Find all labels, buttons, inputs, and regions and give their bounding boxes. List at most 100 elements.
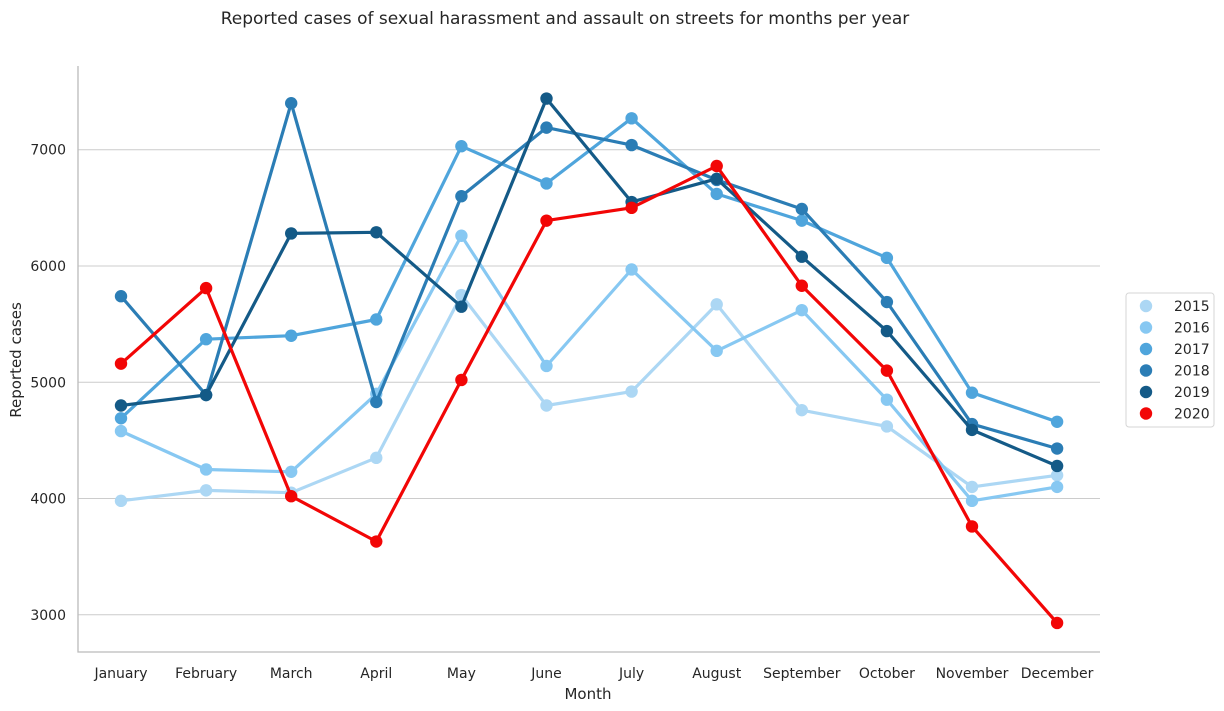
series-line bbox=[119, 96, 1059, 468]
series-group bbox=[114, 92, 1064, 630]
data-point bbox=[540, 214, 553, 227]
axis-spines bbox=[77, 66, 1100, 653]
legend-entry: 2015 bbox=[1174, 299, 1210, 315]
data-point bbox=[285, 465, 298, 478]
y-tick-label: 6000 bbox=[30, 259, 66, 275]
data-point bbox=[1050, 616, 1064, 630]
data-point bbox=[880, 324, 894, 338]
series-2020 bbox=[114, 159, 1064, 630]
data-point bbox=[285, 97, 298, 110]
data-point bbox=[370, 226, 383, 239]
series-line bbox=[119, 101, 1059, 451]
series-2015 bbox=[114, 288, 1064, 508]
data-point bbox=[795, 250, 808, 263]
legend-entry: 2018 bbox=[1174, 364, 1210, 380]
data-point bbox=[540, 359, 553, 373]
data-point bbox=[965, 480, 979, 494]
data-point bbox=[965, 386, 979, 399]
data-point bbox=[625, 263, 638, 276]
data-point bbox=[880, 364, 894, 377]
data-point bbox=[795, 279, 808, 292]
data-point bbox=[370, 535, 383, 548]
legend-entry: 2020 bbox=[1174, 407, 1210, 423]
x-tick-label: October bbox=[859, 666, 915, 682]
y-tick-label: 5000 bbox=[30, 375, 66, 391]
series-line bbox=[119, 234, 1059, 503]
data-point bbox=[1050, 442, 1064, 455]
data-point bbox=[540, 92, 553, 105]
x-tick-label: December bbox=[1021, 666, 1094, 682]
x-tick-label: May bbox=[447, 666, 476, 682]
legend-marker bbox=[1139, 299, 1153, 313]
x-tick-label: September bbox=[763, 666, 841, 682]
data-point bbox=[114, 412, 128, 425]
data-point bbox=[710, 344, 723, 358]
data-point bbox=[795, 303, 808, 317]
data-point bbox=[114, 424, 128, 438]
x-tick-label: January bbox=[93, 666, 147, 682]
legend: 2015 2016 2017 2018 2019 2020 bbox=[1125, 292, 1215, 428]
series-line bbox=[119, 293, 1059, 503]
data-point bbox=[285, 489, 298, 503]
chart-title: Reported cases of sexual harassment and … bbox=[221, 9, 910, 29]
legend-entry: 2017 bbox=[1174, 342, 1210, 358]
data-point bbox=[199, 388, 213, 402]
y-tick-label: 4000 bbox=[30, 492, 66, 508]
data-point bbox=[114, 290, 128, 303]
x-tick-label: June bbox=[530, 666, 562, 682]
legend-entry: 2016 bbox=[1174, 321, 1210, 337]
data-point bbox=[880, 420, 894, 433]
legend-marker bbox=[1139, 385, 1153, 399]
data-point bbox=[455, 190, 468, 203]
data-point bbox=[114, 494, 128, 508]
data-point bbox=[199, 333, 213, 346]
data-point bbox=[114, 357, 128, 370]
data-point bbox=[625, 201, 638, 215]
legend-entry: 2019 bbox=[1174, 385, 1210, 401]
axes: 3000 4000 5000 6000 7000 January February March… bbox=[30, 66, 1100, 682]
series-line bbox=[119, 164, 1059, 625]
data-point bbox=[710, 187, 723, 201]
data-point bbox=[1050, 459, 1064, 473]
x-tick-label: November bbox=[936, 666, 1009, 682]
data-point bbox=[625, 112, 638, 125]
x-tick-label: March bbox=[270, 666, 313, 682]
data-point bbox=[710, 298, 723, 311]
data-point bbox=[199, 463, 213, 476]
series-2017 bbox=[114, 112, 1064, 428]
x-axis-label: Month bbox=[564, 685, 611, 703]
legend-marker bbox=[1139, 364, 1153, 377]
data-point bbox=[880, 393, 894, 406]
data-point bbox=[199, 484, 213, 497]
data-point bbox=[710, 172, 723, 185]
data-point bbox=[880, 251, 894, 265]
data-point bbox=[455, 229, 468, 242]
data-point bbox=[455, 373, 468, 387]
data-point bbox=[455, 300, 468, 313]
data-point bbox=[114, 399, 128, 412]
x-tick-label: August bbox=[692, 666, 742, 682]
data-point bbox=[710, 159, 723, 173]
data-point bbox=[455, 140, 468, 153]
data-point bbox=[1050, 469, 1064, 482]
data-point bbox=[540, 177, 553, 190]
legend-marker bbox=[1139, 407, 1153, 420]
data-point bbox=[795, 202, 808, 216]
x-tick-label: April bbox=[360, 666, 392, 682]
data-point bbox=[1050, 480, 1064, 494]
data-point bbox=[795, 214, 808, 227]
data-point bbox=[880, 295, 894, 309]
legend-marker bbox=[1139, 321, 1153, 334]
data-point bbox=[625, 138, 638, 152]
data-point bbox=[370, 451, 383, 465]
data-point bbox=[795, 403, 808, 417]
data-point bbox=[540, 121, 553, 134]
y-axis-label: Reported cases bbox=[7, 302, 25, 418]
data-point bbox=[965, 520, 979, 533]
data-point bbox=[199, 281, 213, 295]
data-point bbox=[540, 399, 553, 412]
legend-marker bbox=[1139, 342, 1153, 356]
data-point bbox=[370, 395, 383, 409]
data-point bbox=[965, 494, 979, 508]
